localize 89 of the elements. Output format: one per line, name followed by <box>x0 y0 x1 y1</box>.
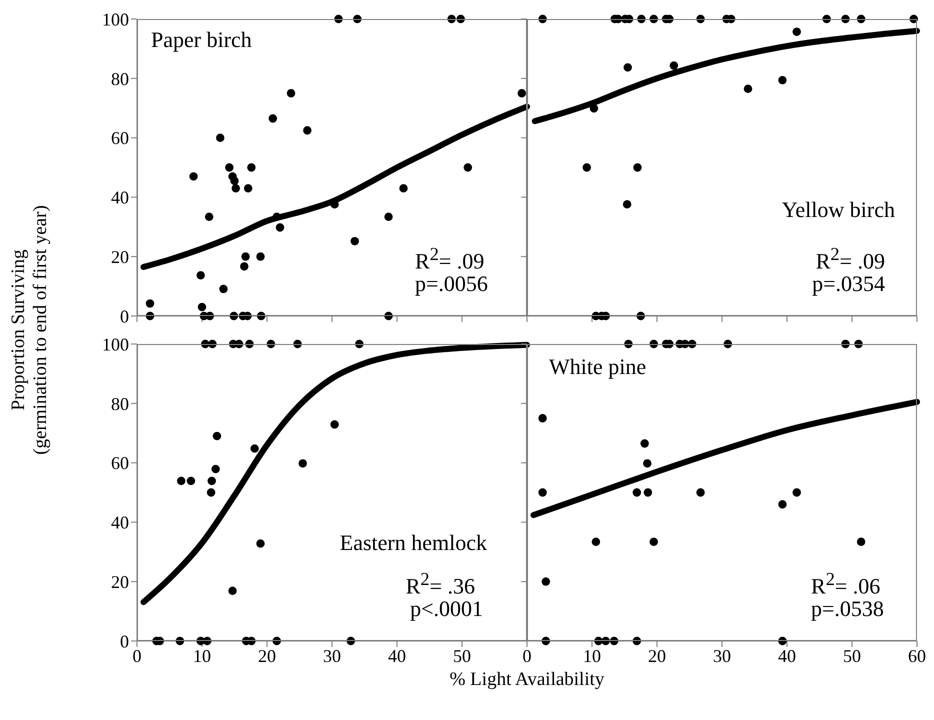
point <box>250 444 259 453</box>
annotation: Paper birch <box>151 27 252 53</box>
x-tick-label: 30 <box>323 646 341 666</box>
x-tick-label: 60 <box>908 646 926 666</box>
point <box>792 28 801 36</box>
x-axis-title: % Light Availability <box>450 669 604 691</box>
point <box>643 459 652 468</box>
point <box>590 104 598 113</box>
point <box>272 212 281 221</box>
point <box>216 134 224 142</box>
point <box>298 459 307 468</box>
y-tick-label: 100 <box>102 9 129 30</box>
point <box>286 89 296 98</box>
y-tick-label: 40 <box>111 512 129 533</box>
point <box>268 114 278 123</box>
y-tick-label: 20 <box>111 572 129 592</box>
y-tick-label: 100 <box>102 334 129 354</box>
point <box>206 488 216 497</box>
point <box>464 163 472 172</box>
x-tick-label: 30 <box>713 646 731 666</box>
point <box>146 299 154 308</box>
annotation: Yellow birch <box>782 197 895 223</box>
point <box>247 163 256 172</box>
y-tick-label: 40 <box>111 188 129 208</box>
point <box>204 212 214 221</box>
point <box>778 500 787 509</box>
point <box>303 126 312 135</box>
point <box>350 236 359 246</box>
point <box>644 488 652 497</box>
point <box>650 538 658 546</box>
annotation: Eastern hemlock <box>340 530 487 556</box>
y-tick-label: 0 <box>120 631 129 652</box>
point <box>538 414 547 422</box>
y-tick-label: 20 <box>111 246 129 267</box>
point <box>632 488 642 497</box>
point <box>330 420 339 429</box>
x-tick-label: 0 <box>132 646 142 666</box>
x-tick-label: 10 <box>583 646 601 666</box>
x-tick-label: 10 <box>193 646 211 666</box>
x-tick-label: 50 <box>453 646 471 666</box>
point <box>276 223 284 232</box>
x-tick-label: 20 <box>648 646 666 666</box>
point <box>240 262 248 271</box>
point <box>189 172 198 181</box>
point <box>624 63 632 72</box>
point <box>256 252 265 261</box>
point <box>542 577 550 586</box>
point <box>198 302 206 312</box>
point <box>228 586 237 596</box>
point <box>212 432 222 440</box>
point <box>225 163 234 172</box>
point <box>186 476 196 486</box>
point <box>230 176 239 186</box>
point <box>518 89 526 98</box>
y-tick-label: 0 <box>120 306 129 326</box>
y-tick-label: 60 <box>111 453 129 474</box>
point <box>792 488 801 497</box>
x-tick-label: 20 <box>258 646 276 666</box>
point <box>592 538 600 546</box>
point <box>696 488 705 497</box>
point <box>208 476 216 486</box>
point <box>241 252 250 261</box>
point <box>244 184 252 192</box>
point <box>670 61 678 70</box>
y-axis-title: Proportion Surviving (germination to end of first year) <box>8 205 52 455</box>
x-tick-label: 0 <box>522 646 532 666</box>
point <box>640 439 649 448</box>
x-tick-label: 50 <box>843 646 861 666</box>
x-tick-label: 40 <box>778 646 796 666</box>
point <box>256 539 265 548</box>
x-tick-label: 40 <box>388 646 406 666</box>
point <box>177 476 186 486</box>
point <box>582 163 591 172</box>
y-tick-label: 60 <box>111 128 129 148</box>
point <box>384 212 393 221</box>
point <box>232 184 240 192</box>
point <box>538 488 547 497</box>
point <box>778 76 787 84</box>
point <box>856 538 866 546</box>
annotation: White pine <box>549 354 646 380</box>
point <box>219 284 228 294</box>
point <box>633 163 642 172</box>
y-tick-label: 80 <box>111 394 129 414</box>
point <box>196 271 205 280</box>
point <box>744 84 752 93</box>
point <box>622 200 632 209</box>
point <box>399 184 408 192</box>
y-tick-label: 80 <box>111 68 129 89</box>
point <box>211 464 220 474</box>
